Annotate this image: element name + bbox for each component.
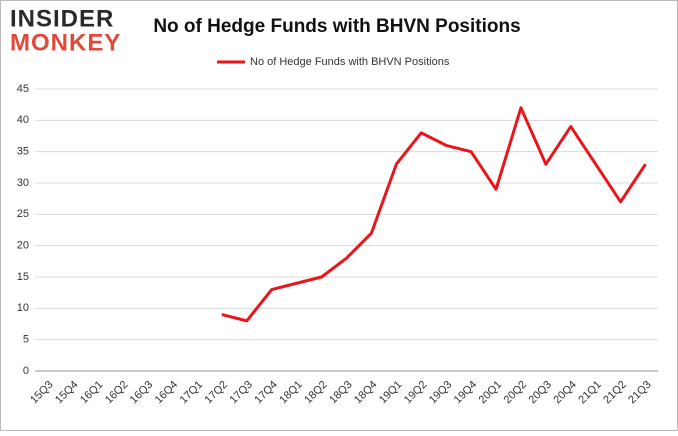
legend-label: No of Hedge Funds with BHVN Positions	[250, 56, 450, 68]
y-tick-label: 15	[17, 271, 29, 283]
y-tick-label: 25	[17, 208, 29, 220]
logo-top: INSIDER	[10, 5, 114, 32]
series-line	[221, 106, 647, 323]
y-tick-label: 20	[17, 240, 29, 252]
y-tick-label: 10	[17, 302, 29, 314]
y-tick-label: 40	[17, 114, 29, 126]
y-tick-label: 35	[17, 146, 29, 158]
logo-bottom: MONKEY	[10, 29, 121, 56]
y-tick-label: 45	[17, 83, 29, 95]
y-tick-label: 0	[23, 365, 29, 377]
y-tick-label: 30	[17, 177, 29, 189]
y-tick-label: 5	[23, 334, 29, 346]
chart-title: No of Hedge Funds with BHVN Positions	[153, 16, 520, 37]
